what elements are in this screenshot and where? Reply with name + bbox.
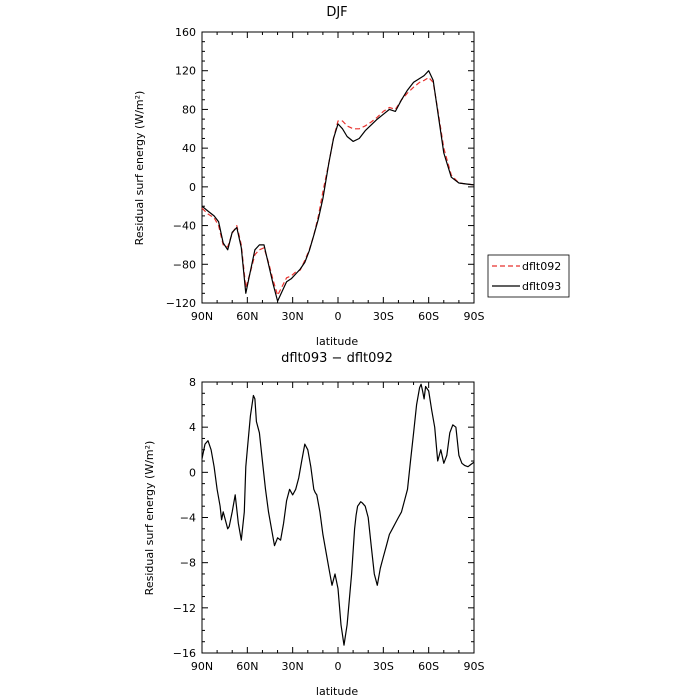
bottom-axis-ticks: 90N 60N 30N 0 30S 60S 90S −16 −12 −8 −4 0 4 8 bbox=[173, 376, 485, 673]
top-x-axis-label: latitude bbox=[316, 335, 358, 348]
top-y-tick-label: 80 bbox=[182, 103, 196, 116]
top-x-tick-label: 60N bbox=[236, 310, 258, 323]
top-x-tick-label: 90S bbox=[464, 310, 485, 323]
bottom-plot-frame bbox=[201, 381, 475, 654]
bottom-series-line-series-0 bbox=[201, 383, 475, 646]
top-y-tick-label: 40 bbox=[182, 142, 196, 155]
top-chart-panel: DJF 90N 60N 30N 0 30S 60S 90S −120 −80 −40 0 40 80 12… bbox=[133, 5, 570, 348]
bottom-y-axis-label: Residual surf energy (W/m²) bbox=[143, 441, 156, 596]
bottom-y-tick-label: −12 bbox=[173, 602, 196, 615]
top-y-tick-label: 160 bbox=[175, 26, 196, 39]
top-y-tick-label: −80 bbox=[173, 258, 196, 271]
bottom-y-tick-label: −4 bbox=[180, 512, 196, 525]
legend: dflt092 dflt093 bbox=[487, 254, 570, 298]
top-y-tick-label: −40 bbox=[173, 220, 196, 233]
bottom-x-tick-label: 0 bbox=[335, 660, 342, 673]
bottom-chart-title: dflt093 − dflt092 bbox=[281, 351, 393, 366]
top-x-tick-label: 30N bbox=[282, 310, 304, 323]
bottom-x-tick-label: 90N bbox=[191, 660, 213, 673]
bottom-x-tick-label: 60S bbox=[418, 660, 439, 673]
bottom-y-tick-label: −8 bbox=[180, 557, 196, 570]
bottom-chart-panel: dflt093 − dflt092 90N 60N 30N 0 30S 60S 90S −16… bbox=[143, 351, 485, 698]
top-x-tick-label: 0 bbox=[335, 310, 342, 323]
legend-label-dflt092: dflt092 bbox=[522, 260, 561, 273]
bottom-x-tick-label: 90S bbox=[464, 660, 485, 673]
top-y-tick-label: −120 bbox=[166, 297, 196, 310]
bottom-y-tick-label: 8 bbox=[189, 376, 196, 389]
top-chart-title: DJF bbox=[326, 5, 347, 20]
legend-box bbox=[487, 254, 570, 298]
top-y-tick-label: 0 bbox=[189, 181, 196, 194]
bottom-x-tick-label: 30S bbox=[373, 660, 394, 673]
top-y-tick-label: 120 bbox=[175, 65, 196, 78]
bottom-y-tick-label: −16 bbox=[173, 647, 196, 660]
bottom-y-tick-label: 0 bbox=[189, 466, 196, 479]
top-x-tick-label: 60S bbox=[418, 310, 439, 323]
top-x-tick-label: 30S bbox=[373, 310, 394, 323]
top-x-tick-label: 90N bbox=[191, 310, 213, 323]
legend-label-dflt093: dflt093 bbox=[522, 280, 561, 293]
bottom-x-axis-label: latitude bbox=[316, 685, 358, 698]
bottom-x-tick-label: 30N bbox=[282, 660, 304, 673]
top-series-lines bbox=[201, 70, 475, 302]
top-y-axis-label: Residual surf energy (W/m²) bbox=[133, 91, 146, 246]
top-axis-ticks: 90N 60N 30N 0 30S 60S 90S −120 −80 −40 0 40 80 120 160 bbox=[166, 26, 485, 323]
bottom-series-lines bbox=[201, 383, 475, 646]
bottom-y-tick-label: 4 bbox=[189, 421, 196, 434]
top-series-line-dflt093 bbox=[201, 70, 475, 302]
bottom-x-tick-label: 60N bbox=[236, 660, 258, 673]
